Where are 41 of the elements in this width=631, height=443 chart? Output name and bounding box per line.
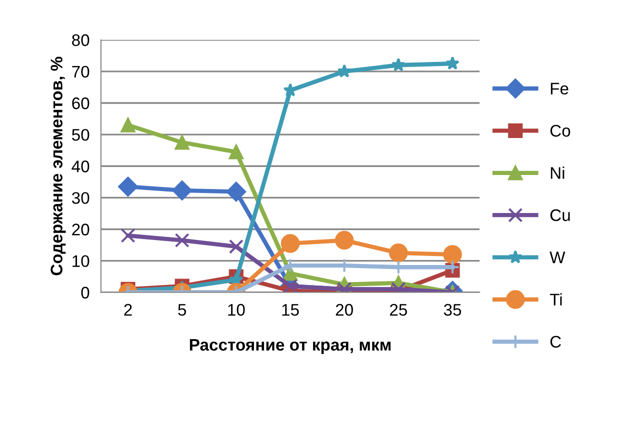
y-tick-label: 20	[72, 224, 90, 236]
point	[228, 144, 244, 160]
legend-label: Fe	[550, 82, 568, 94]
point	[391, 58, 406, 72]
y-tick-label: 30	[72, 192, 90, 204]
point	[172, 180, 192, 200]
legend-label: Ni	[550, 166, 564, 179]
x-tick-label: 10	[228, 304, 245, 316]
point	[120, 228, 136, 243]
point	[443, 245, 462, 264]
y-tick-label: 10	[72, 255, 90, 268]
point	[334, 230, 354, 250]
y-tick-label: 40	[72, 160, 90, 172]
point	[120, 118, 136, 132]
point	[446, 56, 460, 70]
y-tick-label: 80	[72, 34, 90, 46]
point	[174, 135, 190, 150]
point	[118, 176, 138, 197]
legend-label: Cu	[550, 209, 570, 222]
legend-label: Co	[550, 124, 570, 137]
y-tick-label: 50	[72, 128, 90, 141]
legend-label: C	[550, 336, 561, 348]
y-axis-title: Содержание элементов, %	[50, 56, 66, 276]
point	[226, 182, 246, 202]
x-axis-title: Расстояние от края, мкм	[190, 339, 391, 354]
legend-label: Ti	[550, 293, 562, 306]
point	[228, 239, 244, 254]
x-tick-label: 35	[444, 304, 462, 316]
y-tick-label: 70	[72, 66, 90, 78]
x-tick-label: 20	[336, 304, 353, 316]
y-tick-label: 60	[72, 97, 90, 110]
point	[174, 233, 190, 248]
x-tick-label: 2	[124, 304, 132, 316]
x-tick-label: 5	[178, 304, 186, 316]
x-tick-label: 15	[282, 304, 299, 316]
point	[337, 64, 352, 78]
legend-label: W	[550, 252, 566, 264]
point	[389, 244, 408, 262]
point	[280, 234, 300, 253]
x-tick-label: 25	[390, 304, 408, 316]
y-tick-label: 0	[81, 286, 90, 299]
